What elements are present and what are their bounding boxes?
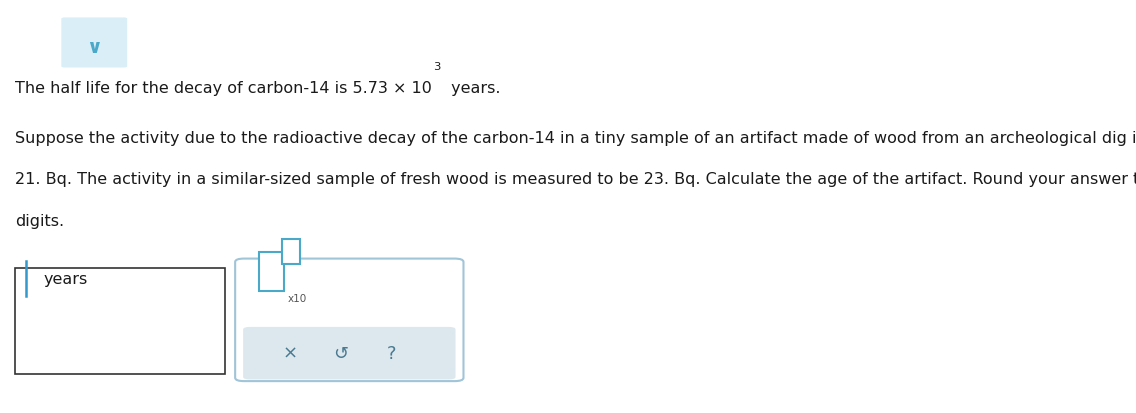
Text: x10: x10 [287,293,307,303]
FancyBboxPatch shape [61,18,127,68]
Bar [282,240,300,264]
Text: The half life for the decay of carbon-14 is 5.73 × 10: The half life for the decay of carbon-14… [15,81,432,96]
Text: 3: 3 [433,62,440,72]
Text: ↺: ↺ [333,344,349,362]
Text: ×: × [282,344,298,362]
Text: ?: ? [387,344,396,362]
Text: Suppose the activity due to the radioactive decay of the carbon-14 in a tiny sam: Suppose the activity due to the radioact… [15,131,1136,145]
Text: years.: years. [446,81,501,96]
FancyBboxPatch shape [235,259,463,381]
Text: 21. Bq. The activity in a similar-sized sample of fresh wood is measured to be 2: 21. Bq. The activity in a similar-sized … [15,172,1136,187]
Text: digits.: digits. [15,213,64,228]
Text: years: years [43,271,87,286]
FancyBboxPatch shape [243,327,456,380]
Bar [259,252,284,291]
Text: ∨: ∨ [86,38,102,57]
Bar [15,268,225,374]
